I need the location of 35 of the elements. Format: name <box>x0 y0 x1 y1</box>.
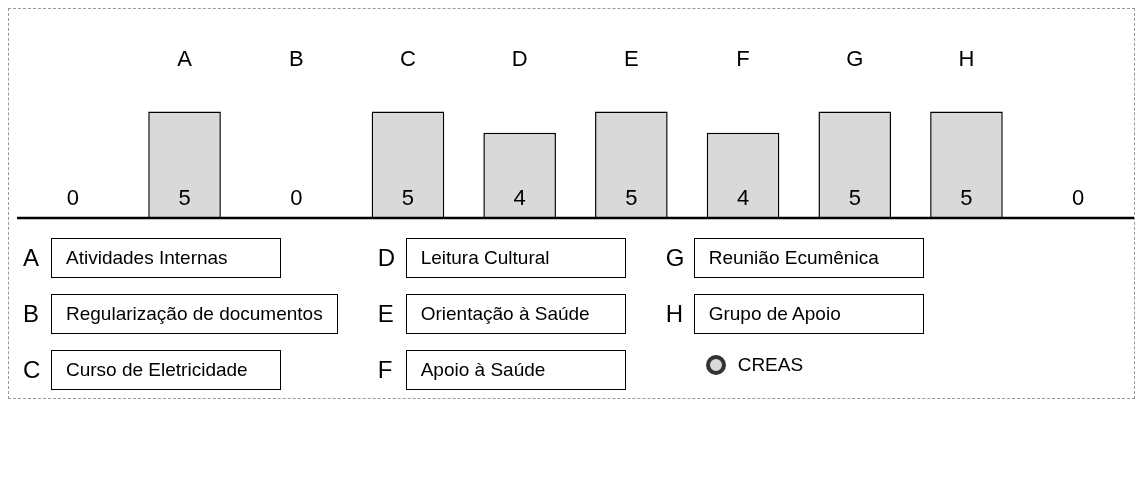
data-label: 0 <box>290 185 303 211</box>
category-label: E <box>377 300 394 327</box>
category-label: C <box>23 356 41 383</box>
x-tick-label: F <box>736 46 750 72</box>
x-tick-label: D <box>511 46 528 72</box>
text: Curso de Eletricidade <box>51 350 281 390</box>
x-tick-label: C <box>400 46 416 72</box>
text: Grupo de Apoio <box>693 294 924 334</box>
x-tick-label: G <box>846 46 864 72</box>
data-label: 0 <box>1072 185 1085 211</box>
data-label: 5 <box>848 185 861 211</box>
data-label: 5 <box>401 185 415 211</box>
text: Apoio à Saúde <box>405 350 626 390</box>
data-label: 4 <box>513 185 526 211</box>
data-label: 5 <box>178 185 191 211</box>
category-label: G <box>665 244 685 271</box>
text: Regularização de documentos <box>51 294 338 334</box>
text: Reunião Ecumênica <box>693 238 924 278</box>
legend-label: CREAS <box>737 354 804 376</box>
data-label: 4 <box>736 185 750 211</box>
text: Orientação à Saúde <box>405 294 626 334</box>
data-label: 5 <box>960 185 973 211</box>
category-label: A <box>23 244 40 271</box>
data-label: 5 <box>625 185 638 211</box>
x-tick-label: H <box>958 46 975 72</box>
text: Leitura Cultural <box>405 238 626 278</box>
category-label: F <box>377 356 393 383</box>
category-label: B <box>23 300 40 327</box>
data-label: 0 <box>66 185 79 211</box>
x-tick-label: E <box>624 46 639 72</box>
x-tick-label: A <box>177 46 193 72</box>
category-label: D <box>377 244 396 271</box>
x-tick-label: B <box>288 46 304 72</box>
text: Atividades Internas <box>51 238 281 278</box>
category-label: H <box>665 300 684 327</box>
